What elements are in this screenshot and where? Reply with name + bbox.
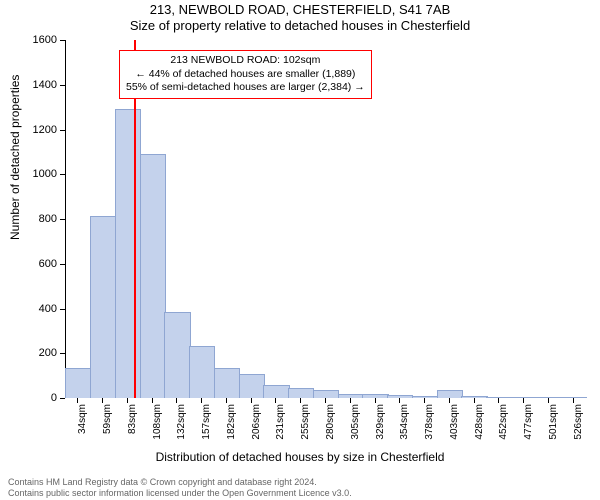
x-tick xyxy=(350,398,351,403)
x-tick-label: 501sqm xyxy=(548,404,559,440)
x-tick xyxy=(424,398,425,403)
y-tick xyxy=(60,309,65,310)
y-tick-label: 0 xyxy=(51,392,57,404)
x-tick xyxy=(449,398,450,403)
x-tick xyxy=(523,398,524,403)
x-tick-label: 231sqm xyxy=(275,404,286,440)
y-tick-label: 200 xyxy=(39,347,57,359)
histogram-bar xyxy=(239,374,265,398)
y-tick-label: 400 xyxy=(39,303,57,315)
footer-line1: Contains HM Land Registry data © Crown c… xyxy=(8,477,592,487)
histogram-bar xyxy=(536,397,562,398)
x-tick-label: 477sqm xyxy=(523,404,534,440)
x-tick xyxy=(300,398,301,403)
page-root: 213, NEWBOLD ROAD, CHESTERFIELD, S41 7AB… xyxy=(0,0,600,500)
x-tick-label: 157sqm xyxy=(201,404,212,440)
y-tick xyxy=(60,174,65,175)
x-tick xyxy=(201,398,202,403)
histogram-bar xyxy=(313,390,339,398)
x-tick xyxy=(375,398,376,403)
x-tick xyxy=(77,398,78,403)
x-tick-label: 59sqm xyxy=(102,404,113,434)
histogram-bar xyxy=(140,154,166,398)
x-tick-label: 206sqm xyxy=(251,404,262,440)
y-tick-label: 1400 xyxy=(33,79,57,91)
annotation-box: 213 NEWBOLD ROAD: 102sqm← 44% of detache… xyxy=(119,50,372,99)
annotation-line: 213 NEWBOLD ROAD: 102sqm xyxy=(126,54,365,68)
x-tick xyxy=(127,398,128,403)
x-tick-label: 132sqm xyxy=(176,404,187,440)
y-tick-label: 1600 xyxy=(33,34,57,46)
x-tick-label: 403sqm xyxy=(449,404,460,440)
x-tick-label: 83sqm xyxy=(127,404,138,434)
y-tick-label: 1000 xyxy=(33,168,57,180)
histogram-bar xyxy=(65,368,91,398)
y-axis-line xyxy=(65,40,66,398)
x-tick xyxy=(325,398,326,403)
y-tick xyxy=(60,85,65,86)
footer-attribution: Contains HM Land Registry data © Crown c… xyxy=(8,477,592,498)
x-tick xyxy=(176,398,177,403)
histogram-bar xyxy=(437,390,463,398)
x-tick xyxy=(275,398,276,403)
histogram-bar xyxy=(263,385,289,398)
x-tick xyxy=(152,398,153,403)
x-tick-label: 452sqm xyxy=(498,404,509,440)
x-tick xyxy=(498,398,499,403)
x-tick xyxy=(226,398,227,403)
histogram-bar xyxy=(214,368,240,398)
histogram-bar xyxy=(164,312,190,398)
y-tick xyxy=(60,353,65,354)
y-tick xyxy=(60,130,65,131)
y-tick xyxy=(60,40,65,41)
x-tick-label: 305sqm xyxy=(350,404,361,440)
x-tick-label: 182sqm xyxy=(226,404,237,440)
y-tick-label: 600 xyxy=(39,258,57,270)
y-tick-label: 1200 xyxy=(33,124,57,136)
x-axis-label: Distribution of detached houses by size … xyxy=(0,450,600,464)
histogram-bar xyxy=(90,216,116,398)
x-tick-label: 378sqm xyxy=(424,404,435,440)
y-tick xyxy=(60,219,65,220)
y-tick-label: 800 xyxy=(39,213,57,225)
annotation-line: ← 44% of detached houses are smaller (1,… xyxy=(126,68,365,82)
y-axis-label: Number of detached properties xyxy=(8,75,22,240)
histogram-bar xyxy=(189,346,215,398)
x-tick-label: 526sqm xyxy=(573,404,584,440)
y-tick xyxy=(60,264,65,265)
histogram-bar xyxy=(288,388,314,398)
x-tick xyxy=(251,398,252,403)
x-tick xyxy=(102,398,103,403)
x-tick-label: 428sqm xyxy=(474,404,485,440)
x-tick-label: 108sqm xyxy=(152,404,163,440)
x-tick xyxy=(548,398,549,403)
x-tick-label: 255sqm xyxy=(300,404,311,440)
histogram-bar xyxy=(115,109,141,398)
x-tick-label: 354sqm xyxy=(399,404,410,440)
chart-title-line2: Size of property relative to detached ho… xyxy=(0,18,600,33)
histogram-bar xyxy=(338,394,364,398)
y-tick xyxy=(60,398,65,399)
histogram-bar xyxy=(461,396,487,398)
x-tick xyxy=(573,398,574,403)
histogram-bar xyxy=(560,397,586,398)
x-tick-label: 280sqm xyxy=(325,404,336,440)
plot-area: 0200400600800100012001400160034sqm59sqm8… xyxy=(65,40,585,398)
x-tick-label: 329sqm xyxy=(375,404,386,440)
footer-line2: Contains public sector information licen… xyxy=(8,488,592,498)
x-tick-label: 34sqm xyxy=(77,404,88,434)
chart-title-line1: 213, NEWBOLD ROAD, CHESTERFIELD, S41 7AB xyxy=(0,2,600,17)
x-tick xyxy=(474,398,475,403)
x-tick xyxy=(399,398,400,403)
annotation-line: 55% of semi-detached houses are larger (… xyxy=(126,81,365,95)
